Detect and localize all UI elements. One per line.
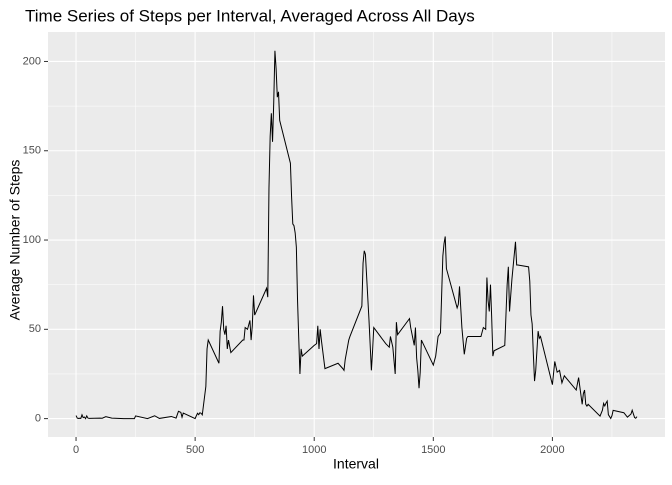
- y-tick-label: 150: [23, 145, 41, 157]
- x-axis-label: Interval: [333, 456, 379, 472]
- x-tick-label: 0: [73, 444, 79, 456]
- y-tick-label: 50: [29, 323, 41, 335]
- chart-title: Time Series of Steps per Interval, Avera…: [25, 6, 475, 25]
- y-axis-label: Average Number of Steps: [7, 160, 23, 321]
- y-tick-label: 200: [23, 55, 41, 67]
- x-tick-label: 1000: [302, 444, 326, 456]
- x-tick-label: 2000: [540, 444, 564, 456]
- y-tick-label: 0: [35, 413, 41, 425]
- plot-panel: [48, 32, 665, 437]
- x-tick-label: 500: [186, 444, 204, 456]
- x-tick-label: 1500: [421, 444, 445, 456]
- y-tick-label: 100: [23, 234, 41, 246]
- line-series: [75, 50, 638, 420]
